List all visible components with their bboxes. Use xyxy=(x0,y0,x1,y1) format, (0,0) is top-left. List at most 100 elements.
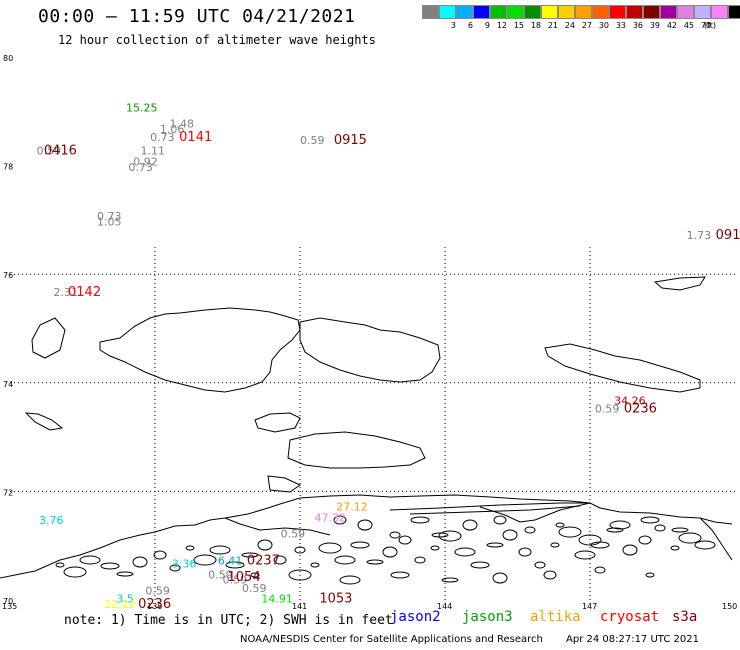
lon-label: 138 xyxy=(147,602,162,611)
color-swatch xyxy=(592,5,609,19)
western-islet xyxy=(31,317,66,359)
lake-outline xyxy=(382,546,398,558)
color-scale-label: 45 xyxy=(683,21,694,30)
color-scale-label: 6 xyxy=(467,21,473,30)
page-title: 00:00 – 11:59 UTC 04/21/2021 xyxy=(38,6,356,27)
swh-value: 1.05 xyxy=(97,215,122,228)
lon-label: 144 xyxy=(437,602,452,611)
lake-outline xyxy=(492,572,508,584)
legend-cryosat: cryosat xyxy=(600,609,660,625)
lake-outline xyxy=(390,571,410,579)
legend-altika: altika xyxy=(530,609,581,625)
lake-outline xyxy=(339,575,361,585)
pass-time-label: 0914 xyxy=(716,228,740,243)
swh-value: 6.41 xyxy=(218,555,243,568)
lake-outline xyxy=(410,516,430,524)
color-scale-label: 21 xyxy=(547,21,558,30)
swh-value: 0.92 xyxy=(133,156,158,169)
swh-value: 0.73 xyxy=(128,161,153,174)
swh-value: 0.59 xyxy=(37,145,62,158)
lake-outline xyxy=(493,515,507,525)
lake-outline xyxy=(116,571,134,577)
lake-outline xyxy=(462,519,478,531)
lake-outline xyxy=(524,526,536,534)
lake-outline xyxy=(153,550,167,560)
kotelny-island xyxy=(99,307,301,393)
legend-jason2: jason2 xyxy=(390,609,441,625)
color-scale-labels: 3 6 9 12 15 18 21 24 27 30 33 36 39 42 45 70 xyxy=(422,21,711,30)
lat-label: 80 xyxy=(3,54,13,63)
color-swatch xyxy=(728,5,740,19)
mainland-coast xyxy=(0,494,733,579)
lake-outline xyxy=(398,535,412,545)
barrier-lines xyxy=(389,502,590,515)
lon-label: 135 xyxy=(2,602,17,611)
lat-label: 76 xyxy=(3,271,13,280)
lake-outline xyxy=(578,534,602,546)
pass-time-label: 1053 xyxy=(319,592,352,607)
color-swatch xyxy=(541,5,558,19)
small-islet-w xyxy=(24,412,64,431)
color-scale-label: 27 xyxy=(581,21,592,30)
lake-outline xyxy=(225,561,245,569)
lake-outline xyxy=(486,542,504,548)
swh-value: 1.48 xyxy=(170,118,195,131)
lat-label: 78 xyxy=(3,163,13,172)
swh-value: 22.22 xyxy=(104,598,136,611)
lake-outline xyxy=(169,564,181,572)
swh-value: 0.59 xyxy=(281,528,306,541)
pass-time-label: 0236 xyxy=(624,402,657,417)
pass-time-label: 0915 xyxy=(334,133,367,148)
lat-label: 72 xyxy=(3,488,13,497)
lake-outline xyxy=(431,532,449,538)
lake-outline xyxy=(288,569,312,581)
lake-outline xyxy=(209,545,231,555)
lake-outline xyxy=(640,516,660,524)
lake-outline xyxy=(334,555,356,565)
color-swatch xyxy=(422,5,439,19)
swh-value: 34.26 xyxy=(614,395,646,408)
legend-s3a: s3a xyxy=(672,609,698,625)
lat-label: 74 xyxy=(3,380,13,389)
color-swatch xyxy=(643,5,660,19)
color-scale-label: 70 xyxy=(700,21,711,30)
lake-outline xyxy=(389,531,401,539)
swh-value: 0.59 xyxy=(223,574,248,587)
lake-outline xyxy=(414,556,426,564)
swh-value: 0.59 xyxy=(208,568,233,581)
legend-jason3: jason3 xyxy=(462,609,513,625)
color-scale-label: 36 xyxy=(632,21,643,30)
color-scale-label: 15 xyxy=(513,21,524,30)
lake-outline xyxy=(350,541,370,549)
pass-time-label: 0236 xyxy=(138,597,171,612)
lake-outline xyxy=(550,542,560,548)
color-swatch xyxy=(660,5,677,19)
lake-outline xyxy=(185,545,195,551)
swh-value: 1.11 xyxy=(141,145,166,158)
footer-note: note: 1) Time is in UTC; 2) SWH is in fe… xyxy=(64,613,393,628)
swh-value: 27.12 xyxy=(336,500,368,513)
lon-label: 147 xyxy=(582,602,597,611)
delta-lakes xyxy=(55,515,716,585)
coastlines xyxy=(0,276,733,579)
swh-value: 1.73 xyxy=(687,229,712,242)
lake-outline xyxy=(543,570,557,580)
observation-labels: 15.251.481.060.731.110.920.730.590.590.7… xyxy=(37,101,740,612)
lake-outline xyxy=(558,526,582,538)
color-swatch xyxy=(507,5,524,19)
delta-shore xyxy=(224,517,331,536)
lyakhovsky-island xyxy=(254,412,301,433)
swh-value: 2.31 xyxy=(54,286,79,299)
color-scale-label: 18 xyxy=(530,21,541,30)
lon-label: 141 xyxy=(292,602,307,611)
color-swatch xyxy=(609,5,626,19)
lake-outline xyxy=(357,519,373,531)
color-swatch xyxy=(439,5,456,19)
color-swatch xyxy=(711,5,728,19)
color-swatch xyxy=(694,5,711,19)
generated-timestamp: Apr 24 08:27:17 UTC 2021 xyxy=(566,634,699,645)
lake-outline xyxy=(470,561,490,569)
color-scale-label: 12 xyxy=(496,21,507,30)
chukotka-inlet xyxy=(479,502,591,523)
color-swatch xyxy=(575,5,592,19)
